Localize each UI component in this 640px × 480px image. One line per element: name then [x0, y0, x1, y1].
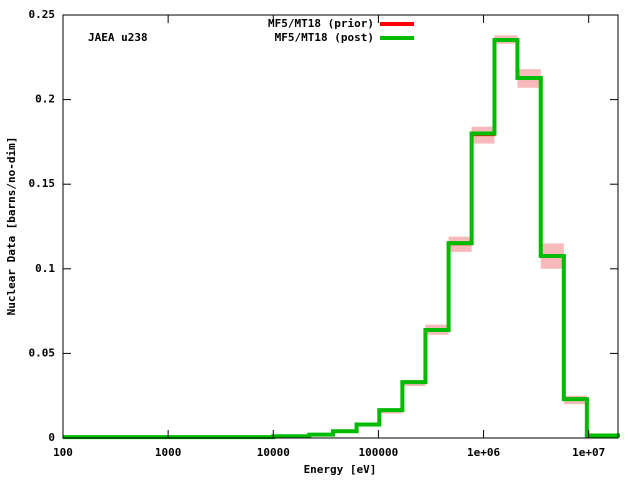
x-axis-label: Energy [eV]: [304, 463, 377, 476]
y-tick-label: 0.05: [29, 346, 56, 359]
y-tick-label: 0: [48, 431, 55, 444]
x-tick-label: 100: [53, 446, 73, 459]
x-tick-label: 1e+06: [467, 446, 500, 459]
x-tick-label: 10000: [257, 446, 290, 459]
x-tick-label: 1000: [155, 446, 182, 459]
y-tick-label: 0.15: [29, 177, 56, 190]
plot-border: [62, 14, 619, 439]
x-tick-label: 100000: [359, 446, 399, 459]
legend-label: MF5/MT18 (post): [275, 31, 374, 44]
annotation: JAEA u238: [88, 31, 148, 44]
y-axis-label: Nuclear Data [barns/no-dim]: [5, 137, 18, 316]
legend-label: MF5/MT18 (prior): [268, 17, 374, 30]
y-tick-label: 0.2: [35, 93, 55, 106]
y-tick-label: 0.25: [29, 8, 56, 21]
y-tick-label: 0.1: [35, 262, 55, 275]
x-tick-label: 1e+07: [572, 446, 605, 459]
